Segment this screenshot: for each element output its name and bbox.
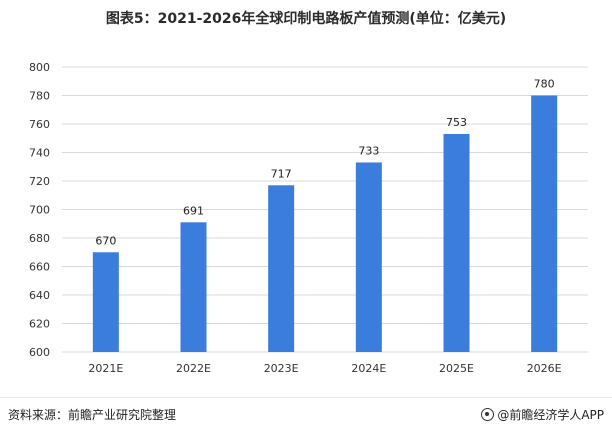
gridlines: [62, 66, 588, 353]
data-labels: 670 691 717 733 753 780: [95, 78, 554, 248]
data-label: 670: [95, 234, 116, 247]
bar-2023E: [268, 185, 295, 352]
x-tick-label: 2026E: [527, 362, 562, 375]
bar-2021E: [92, 252, 119, 352]
bars: [92, 95, 558, 352]
x-tick-label: 2021E: [88, 362, 123, 375]
footer-divider: [0, 397, 612, 398]
x-tick-label: 2022E: [176, 362, 211, 375]
data-label: 733: [358, 144, 379, 157]
x-tick-label: 2023E: [264, 362, 299, 375]
brand-logo-icon: [481, 408, 495, 421]
y-tick-label: 780: [29, 90, 50, 103]
data-label: 753: [446, 116, 467, 129]
y-tick-label: 640: [29, 289, 50, 302]
source-note: 资料来源：前瞻产业研究院整理: [8, 408, 177, 422]
data-label: 780: [534, 78, 555, 91]
y-axis-ticks: 600 620 640 660 680 700 720 740 760 780 800: [29, 61, 50, 359]
y-tick-label: 740: [29, 147, 50, 160]
x-tick-label: 2024E: [351, 362, 386, 375]
x-axis-ticks: 2021E 2022E 2023E 2024E 2025E 2026E: [88, 362, 561, 375]
y-tick-label: 600: [29, 346, 50, 359]
bar-chart: 600 620 640 660 680 700 720 740 760 780 800 670 691…: [29, 61, 588, 375]
brand-text: @前瞻经济学人APP: [497, 408, 604, 422]
y-tick-label: 760: [29, 118, 50, 131]
y-tick-label: 680: [29, 232, 50, 245]
y-tick-label: 800: [29, 61, 50, 74]
y-tick-label: 660: [29, 261, 50, 274]
x-tick-label: 2025E: [439, 362, 474, 375]
bar-2026E: [531, 95, 558, 352]
data-label: 691: [183, 204, 204, 217]
y-tick-label: 700: [29, 204, 50, 217]
y-tick-label: 720: [29, 175, 50, 188]
bar-2025E: [443, 133, 470, 352]
y-tick-label: 620: [29, 318, 50, 331]
data-label: 717: [271, 167, 292, 180]
bar-2022E: [180, 222, 207, 352]
chart-title: 图表5：2021-2026年全球印制电路板产值预测(单位：亿美元): [105, 11, 507, 27]
bar-2024E: [355, 162, 382, 352]
brand-credit: @前瞻经济学人APP: [481, 406, 604, 423]
